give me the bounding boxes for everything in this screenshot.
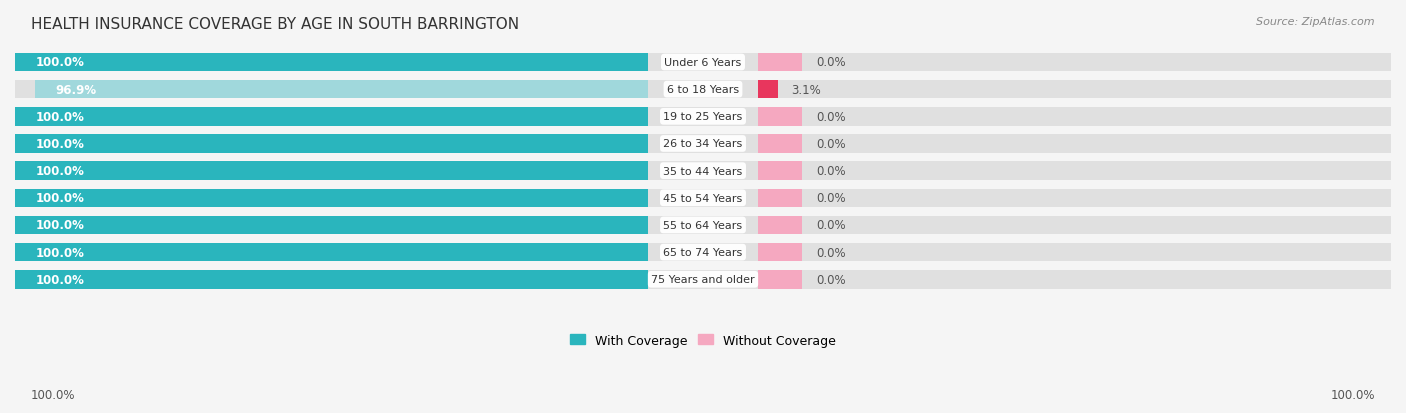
Bar xyxy=(15,135,1391,153)
Text: 35 to 44 Years: 35 to 44 Years xyxy=(664,166,742,176)
Bar xyxy=(15,54,648,72)
Text: Source: ZipAtlas.com: Source: ZipAtlas.com xyxy=(1257,17,1375,26)
Text: 0.0%: 0.0% xyxy=(815,56,845,69)
Text: 0.0%: 0.0% xyxy=(815,219,845,232)
Bar xyxy=(758,216,801,235)
Bar xyxy=(758,189,801,207)
Text: 100.0%: 100.0% xyxy=(1330,388,1375,401)
Text: 100.0%: 100.0% xyxy=(35,165,84,178)
Text: 100.0%: 100.0% xyxy=(35,219,84,232)
Bar xyxy=(15,54,1391,72)
Text: 55 to 64 Years: 55 to 64 Years xyxy=(664,221,742,230)
Text: 100.0%: 100.0% xyxy=(35,56,84,69)
Text: 75 Years and older: 75 Years and older xyxy=(651,275,755,285)
Bar xyxy=(15,162,1391,180)
Text: 26 to 34 Years: 26 to 34 Years xyxy=(664,139,742,149)
Bar xyxy=(15,271,1391,289)
Bar xyxy=(15,243,648,262)
Text: 19 to 25 Years: 19 to 25 Years xyxy=(664,112,742,122)
Text: 96.9%: 96.9% xyxy=(55,83,97,96)
Bar xyxy=(15,216,1391,235)
Bar xyxy=(15,189,1391,207)
Bar xyxy=(15,135,648,153)
Text: 0.0%: 0.0% xyxy=(815,111,845,123)
Bar xyxy=(15,243,1391,262)
Bar xyxy=(758,135,801,153)
Text: 45 to 54 Years: 45 to 54 Years xyxy=(664,193,742,203)
Bar xyxy=(15,108,1391,126)
Bar xyxy=(15,162,648,180)
Bar xyxy=(15,189,648,207)
Text: Under 6 Years: Under 6 Years xyxy=(665,58,741,68)
Text: 65 to 74 Years: 65 to 74 Years xyxy=(664,247,742,257)
Text: 100.0%: 100.0% xyxy=(31,388,76,401)
Text: HEALTH INSURANCE COVERAGE BY AGE IN SOUTH BARRINGTON: HEALTH INSURANCE COVERAGE BY AGE IN SOUT… xyxy=(31,17,519,31)
Legend: With Coverage, Without Coverage: With Coverage, Without Coverage xyxy=(565,329,841,351)
Text: 100.0%: 100.0% xyxy=(35,111,84,123)
Bar xyxy=(758,108,801,126)
Text: 6 to 18 Years: 6 to 18 Years xyxy=(666,85,740,95)
Text: 0.0%: 0.0% xyxy=(815,273,845,286)
Bar xyxy=(15,108,648,126)
Text: 0.0%: 0.0% xyxy=(815,246,845,259)
Bar xyxy=(35,81,648,99)
Text: 100.0%: 100.0% xyxy=(35,192,84,205)
Bar xyxy=(758,243,801,262)
Text: 100.0%: 100.0% xyxy=(35,138,84,151)
Text: 0.0%: 0.0% xyxy=(815,138,845,151)
Text: 100.0%: 100.0% xyxy=(35,273,84,286)
Bar xyxy=(758,81,778,99)
Bar xyxy=(15,271,648,289)
Text: 0.0%: 0.0% xyxy=(815,165,845,178)
Bar xyxy=(15,216,648,235)
Bar xyxy=(758,54,801,72)
Bar xyxy=(15,81,1391,99)
Text: 100.0%: 100.0% xyxy=(35,246,84,259)
Bar xyxy=(758,271,801,289)
Text: 3.1%: 3.1% xyxy=(792,83,821,96)
Bar xyxy=(758,162,801,180)
Text: 0.0%: 0.0% xyxy=(815,192,845,205)
